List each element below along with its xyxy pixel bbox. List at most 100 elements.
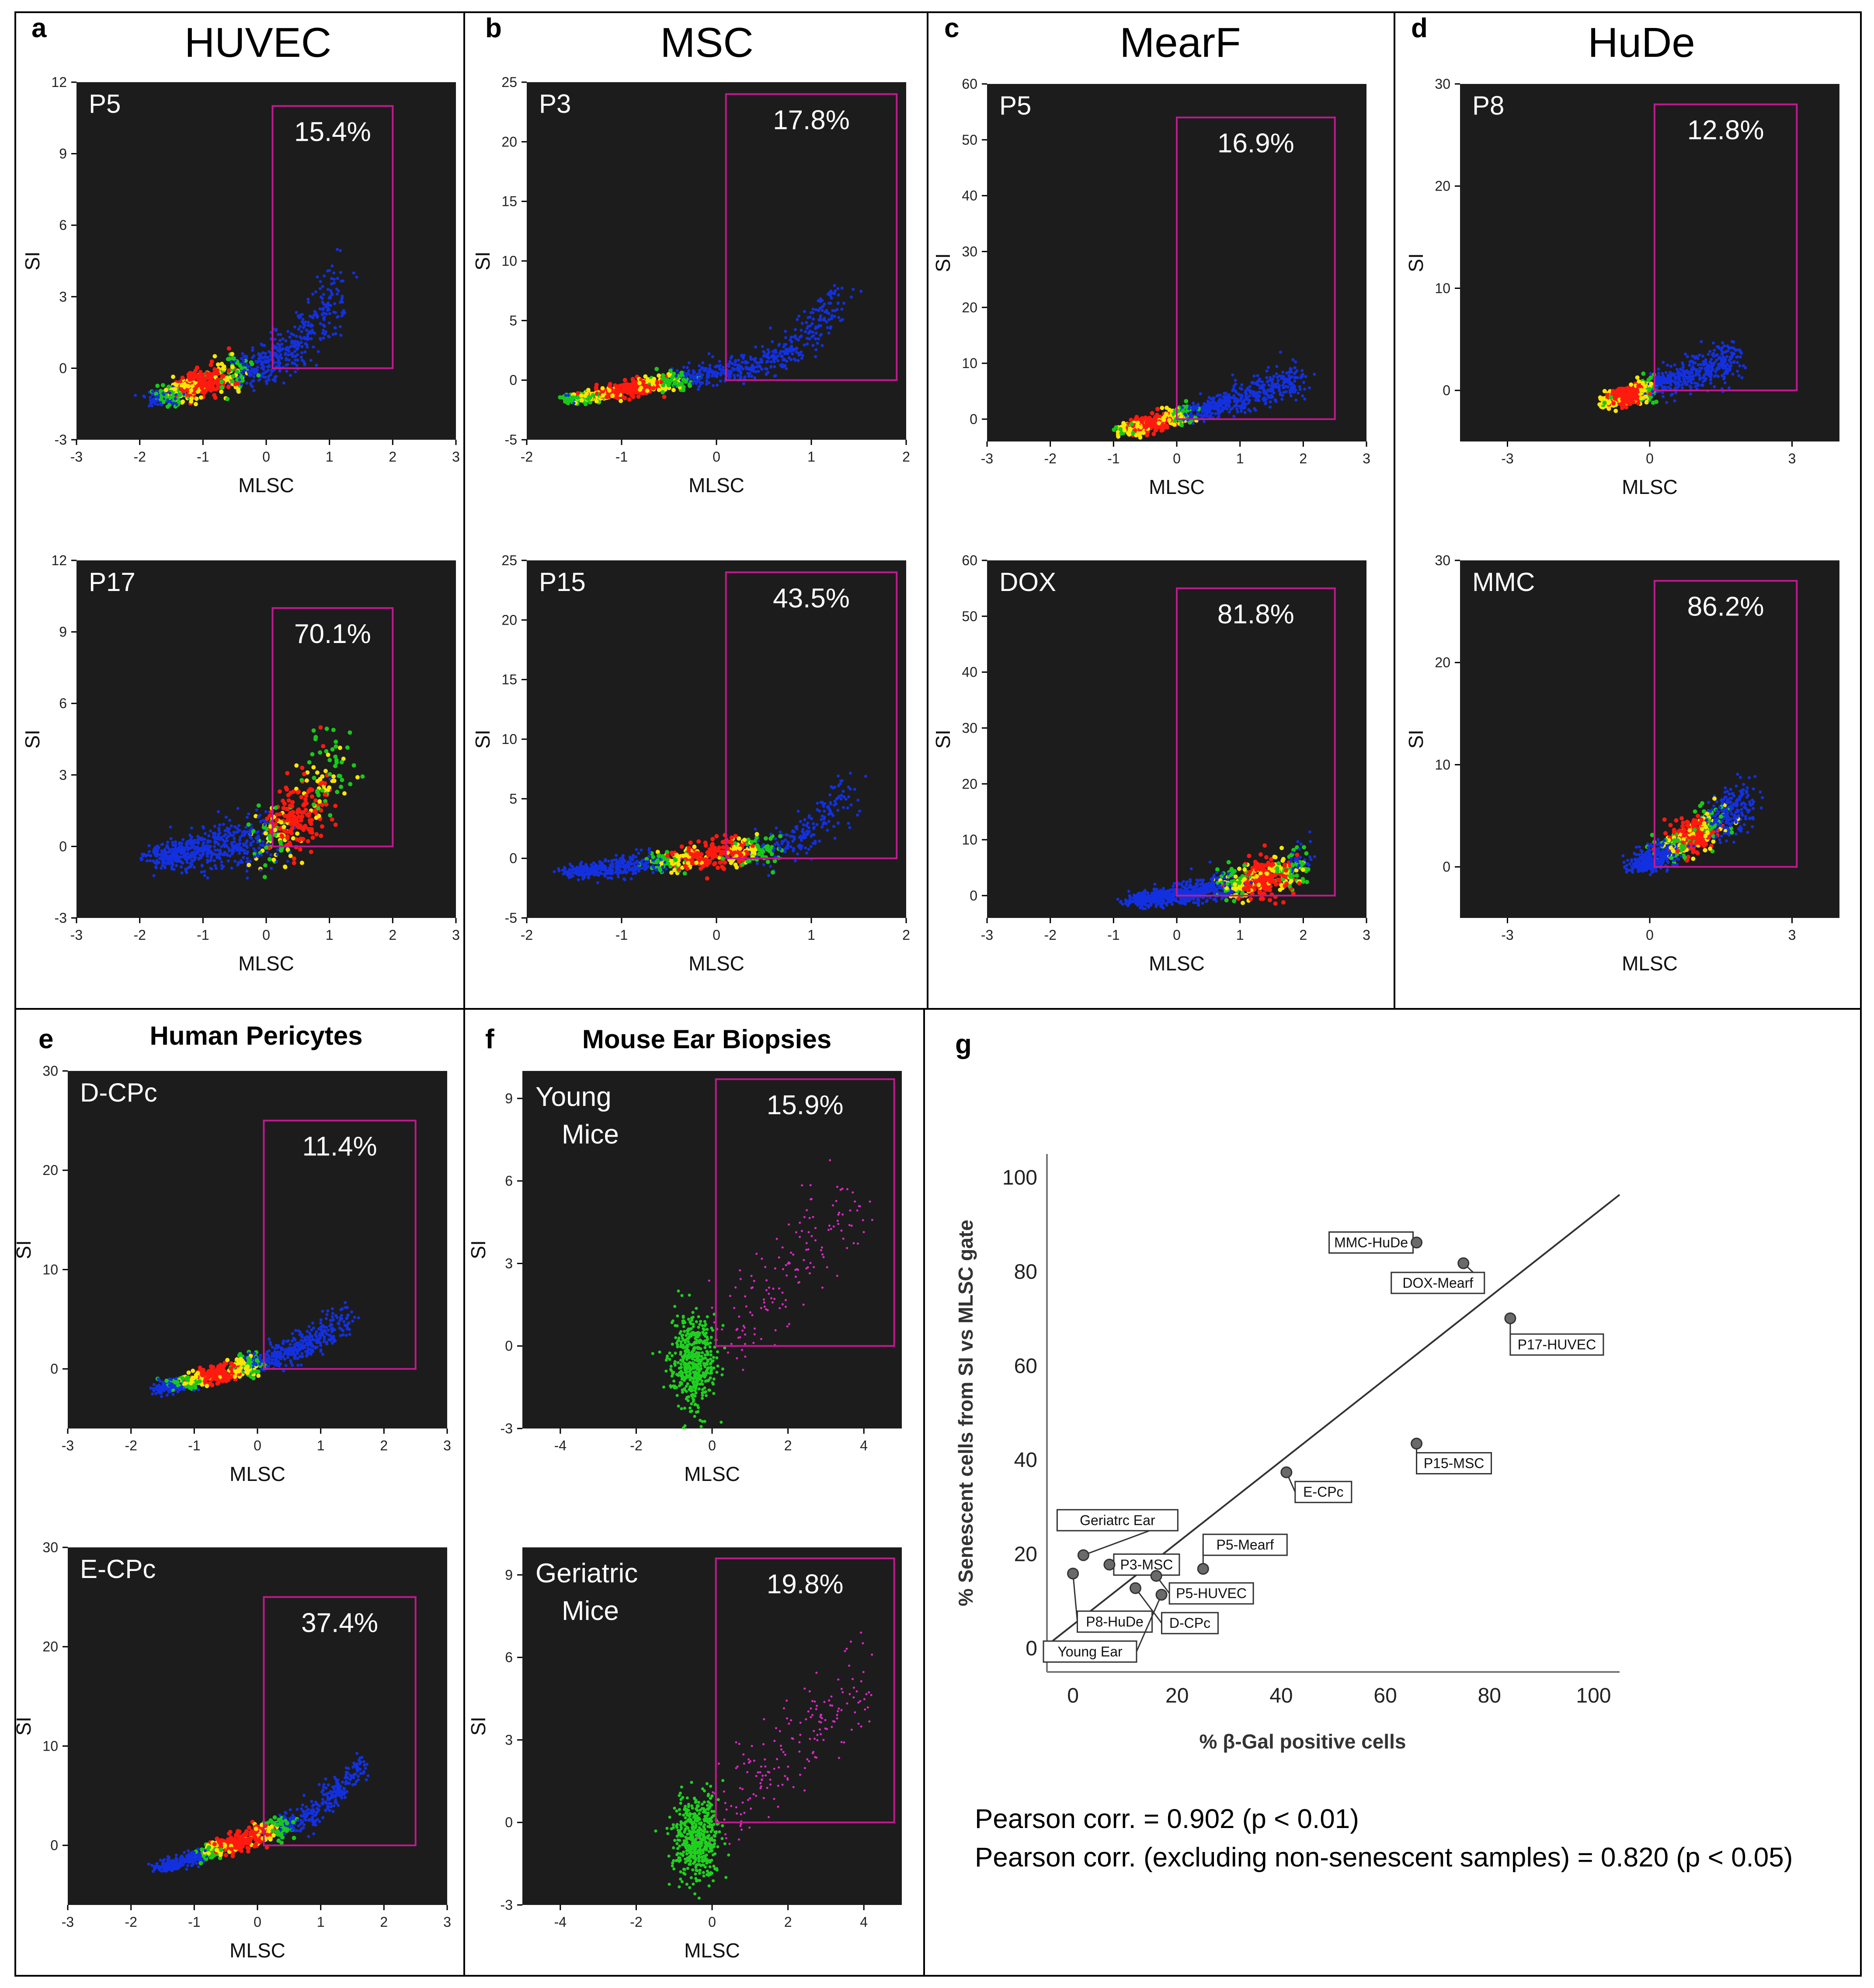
event-dot [757, 370, 760, 373]
event-dot [147, 850, 151, 853]
event-dot [273, 361, 276, 364]
event-dot [233, 840, 236, 844]
event-dot [178, 387, 183, 392]
event-dot [1233, 400, 1236, 403]
y-tick-label: 20 [501, 612, 517, 628]
event-dot [864, 775, 867, 778]
event-dot [1257, 399, 1261, 402]
event-dot [170, 867, 174, 871]
event-dot [657, 388, 661, 392]
event-dot [711, 372, 715, 375]
event-dot [1300, 369, 1304, 372]
event-dot [323, 324, 326, 328]
event-dot [649, 379, 654, 383]
event-dot [1217, 410, 1220, 413]
event-dot [834, 289, 837, 293]
event-dot [171, 852, 174, 855]
event-dot [320, 803, 325, 807]
event-dot [333, 302, 337, 306]
y-tick-label: 40 [962, 188, 977, 204]
event-dot [263, 831, 268, 836]
event-dot [1288, 382, 1291, 386]
event-dot [342, 791, 347, 796]
event-dot [588, 395, 592, 400]
event-dot [206, 841, 209, 844]
event-dot [212, 831, 215, 835]
event-dot [1256, 374, 1259, 377]
event-dot [840, 794, 843, 797]
event-dot [793, 859, 797, 862]
event-dot [1227, 410, 1231, 414]
event-dot [1290, 367, 1293, 371]
event-dot [223, 829, 227, 832]
x-tick-label: -3 [70, 927, 83, 943]
event-dot [332, 310, 336, 314]
event-dot [336, 292, 339, 296]
event-dot [311, 802, 316, 807]
event-dot [304, 793, 309, 798]
x-tick-label: 1 [326, 449, 334, 465]
event-dot [210, 853, 213, 857]
event-dot [156, 403, 160, 406]
event-dot [294, 763, 299, 768]
event-dot [686, 848, 691, 853]
event-dot [319, 322, 322, 325]
event-dot [1131, 431, 1136, 435]
event-dot [321, 285, 324, 288]
event-dot [268, 813, 272, 818]
event-dot [836, 302, 840, 305]
event-dot [1282, 378, 1286, 381]
event-dot [203, 874, 206, 877]
event-dot [212, 859, 216, 862]
event-dot [286, 330, 290, 333]
event-dot [720, 856, 725, 861]
event-dot [221, 838, 225, 841]
y-tick-label: 3 [59, 767, 67, 783]
event-dot [305, 770, 310, 775]
event-dot [334, 326, 337, 330]
event-dot [256, 365, 259, 369]
event-dot [1172, 884, 1175, 888]
event-dot [786, 847, 789, 850]
event-dot [783, 850, 787, 854]
event-dot [809, 324, 812, 327]
x-tick-label: 3 [1363, 451, 1370, 466]
event-dot [257, 835, 261, 838]
event-dot [577, 873, 581, 877]
event-dot [191, 376, 195, 381]
event-dot [596, 881, 599, 884]
x-tick-label: 0 [262, 927, 270, 943]
event-dot [778, 834, 782, 838]
event-dot [212, 367, 217, 372]
event-dot [1298, 385, 1301, 389]
event-dot [661, 390, 665, 395]
event-dot [248, 859, 252, 863]
event-dot [1256, 393, 1259, 396]
event-dot [1294, 360, 1297, 364]
event-dot [198, 375, 202, 379]
event-dot [816, 802, 819, 805]
event-dot [1259, 391, 1262, 394]
event-dot [330, 747, 335, 752]
event-dot [807, 848, 810, 851]
event-dot [750, 375, 754, 378]
event-dot [294, 340, 298, 343]
event-dot [178, 379, 183, 384]
event-dot [814, 348, 818, 351]
event-dot [1284, 385, 1288, 388]
y-tick-label: 3 [59, 289, 67, 305]
event-dot [198, 395, 203, 400]
event-dot [152, 874, 156, 877]
event-dot [205, 375, 210, 380]
event-dot [846, 806, 849, 810]
event-dot [847, 822, 850, 825]
event-dot [783, 847, 786, 851]
event-dot [285, 358, 288, 361]
event-dot [800, 322, 804, 325]
event-dot [710, 374, 714, 378]
event-dot [276, 848, 279, 852]
event-dot [243, 852, 246, 855]
event-dot [312, 313, 316, 317]
event-dot [812, 822, 815, 825]
